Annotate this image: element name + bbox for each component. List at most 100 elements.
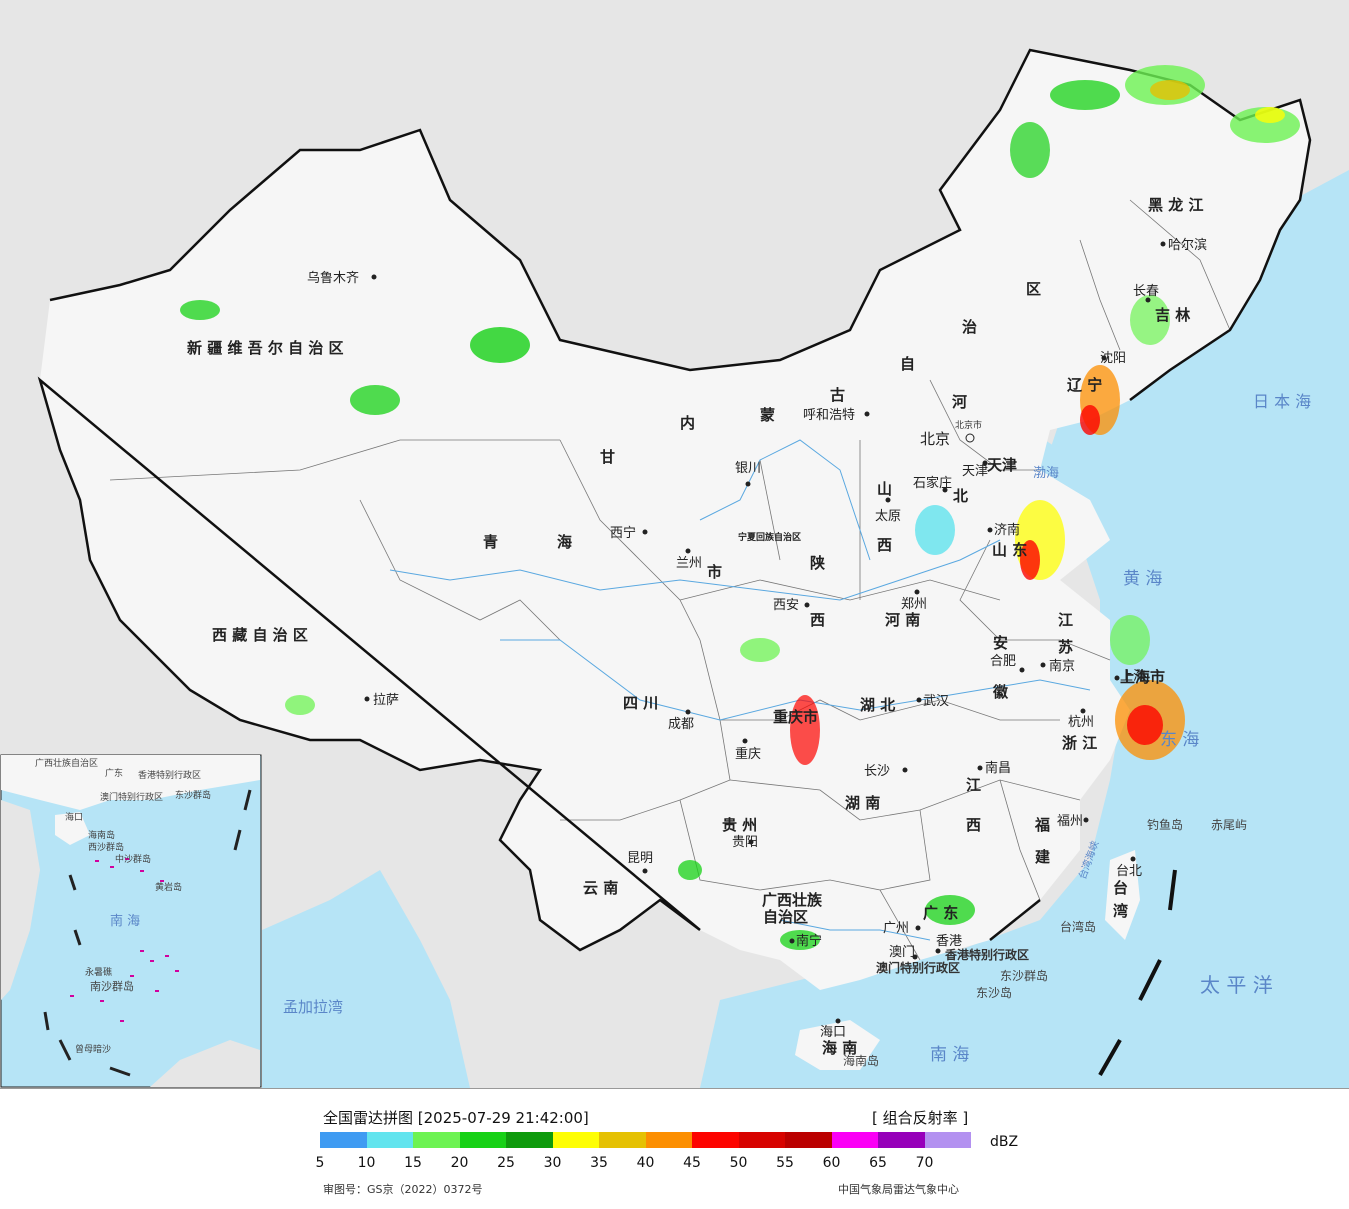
region-taiwan-1: 台 <box>1113 879 1128 897</box>
city-shenyang: 沈阳 <box>1100 351 1126 366</box>
city-lhasa: 拉萨 <box>373 693 399 708</box>
inset-label-guangdong: 广东 <box>105 767 123 779</box>
city-shijiazhuang: 石家庄 <box>913 475 952 491</box>
province-borders <box>109 199 1231 961</box>
color-swatch <box>599 1132 646 1148</box>
inset-label-huangyan: 黄岩岛 <box>155 881 182 893</box>
national-border <box>37 48 1312 952</box>
sea-donghai: 东 海 <box>1160 730 1199 750</box>
region-heilongjiang: 黑 龙 江 <box>1148 196 1203 214</box>
city-wuhan: 武汉 <box>923 694 949 709</box>
color-swatch <box>692 1132 739 1148</box>
region-yunnan: 云 南 <box>583 879 618 897</box>
color-swatch <box>506 1132 553 1148</box>
scale-tick-label: 30 <box>543 1155 562 1171</box>
color-swatch <box>785 1132 832 1148</box>
region-jilin: 吉 林 <box>1155 306 1191 324</box>
region-anhui-1: 安 <box>993 634 1008 652</box>
region-jiangxi-2: 西 <box>966 816 981 834</box>
bay-of-bengal-area <box>262 870 470 1088</box>
region-gansu-shi: 市 <box>707 563 722 581</box>
city-xining: 西宁 <box>610 525 636 541</box>
hainan-island <box>795 1020 880 1070</box>
label-hk-sar: 香港特别行政区 <box>944 947 1029 962</box>
inset-label-xisha: 西沙群岛 <box>88 841 124 853</box>
color-swatch <box>924 1132 971 1148</box>
region-qinghai-2: 海 <box>557 533 572 551</box>
label-chiwei: 赤尾屿 <box>1211 818 1247 832</box>
inset-label-macao: 澳门特别行政区 <box>100 791 163 803</box>
region-jiangsu-2: 苏 <box>1058 638 1073 656</box>
legend-product: [ 组合反射率 ] <box>872 1109 969 1127</box>
city-huhehaote: 呼和浩特 <box>803 408 855 423</box>
inset-label-hainan-island: 海南岛 <box>88 829 115 841</box>
scale-tick-label: 60 <box>822 1155 841 1171</box>
city-kunming: 昆明 <box>627 851 653 866</box>
region-neimeng-5: 治 <box>962 318 977 336</box>
region-hebei-2: 北 <box>953 487 968 505</box>
region-hainan: 海 南 <box>822 1039 857 1057</box>
region-labels: 新 疆 维 吾 尔 自 治 区 西 藏 自 治 区 青 海 甘 市 内 蒙 古 … <box>187 196 1203 1057</box>
region-guangdong: 广 东 <box>923 904 958 922</box>
label-taiwan-island: 台湾岛 <box>1060 919 1096 934</box>
inset-label-zengmu: 曾母暗沙 <box>75 1043 111 1055</box>
east-sea-area <box>700 170 1349 1088</box>
city-fuzhou: 福州 <box>1057 814 1083 829</box>
inset-label-nanhai: 南 海 <box>110 913 140 929</box>
inset-label-zhongsha: 中沙群岛 <box>115 853 151 865</box>
region-shaanxi-1: 陕 <box>810 554 825 572</box>
inset-label-hk: 香港特别行政区 <box>138 769 201 781</box>
inset-label-nansha: 南沙群岛 <box>90 979 134 993</box>
city-taipei: 台北 <box>1116 864 1142 879</box>
sea-nanhai: 南 海 <box>930 1045 969 1065</box>
inset-label-dongsha: 东沙群岛 <box>175 789 211 801</box>
region-shanxi-1: 山 <box>877 480 892 498</box>
radar-echoes <box>180 65 1300 950</box>
city-changchun: 长春 <box>1133 284 1159 299</box>
region-liaoning: 辽 宁 <box>1067 376 1102 394</box>
region-anhui-2: 徽 <box>992 683 1009 701</box>
city-hongkong: 香港 <box>936 934 962 949</box>
rivers <box>389 439 1091 941</box>
city-chengdu: 成都 <box>668 717 694 732</box>
scale-tick-label: 20 <box>450 1155 469 1171</box>
city-changsha: 长沙 <box>864 764 890 779</box>
label-hainan-island: 海南岛 <box>843 1053 879 1068</box>
maritime-boundary-lines <box>1098 869 1177 1076</box>
sea-bengal: 孟加拉湾 <box>283 998 343 1016</box>
city-tianjin: 天津 <box>962 464 988 479</box>
sea-japan: 日 本 海 <box>1253 392 1311 411</box>
city-guangzhou: 广州 <box>883 921 909 936</box>
color-swatch <box>366 1132 413 1148</box>
city-macao: 澳门 <box>889 944 915 960</box>
city-nanning: 南宁 <box>796 933 822 949</box>
city-taiyuan: 太原 <box>875 509 901 524</box>
china-territory <box>40 50 1310 990</box>
sea-huanghai: 黄 海 <box>1123 569 1162 589</box>
color-swatch <box>320 1132 367 1148</box>
region-neimeng-4: 自 <box>900 355 915 373</box>
region-shaanxi-2: 西 <box>810 611 825 629</box>
region-neimeng-2: 蒙 <box>760 406 775 424</box>
city-jinan: 济南 <box>994 522 1020 538</box>
region-neimeng-3: 古 <box>830 386 845 404</box>
label-dongsha-2: 东沙岛 <box>976 985 1012 1000</box>
region-guizhou: 贵 州 <box>722 816 757 834</box>
region-neimeng-6: 区 <box>1026 280 1041 298</box>
legend-title: 全国雷达拼图 [2025-07-29 21:42:00] <box>323 1109 589 1127</box>
city-xian: 西安 <box>773 598 799 613</box>
legend-panel: 全国雷达拼图 [2025-07-29 21:42:00] [ 组合反射率 ] 5… <box>0 1088 1349 1209</box>
color-swatch <box>645 1132 692 1148</box>
color-swatch <box>738 1132 785 1148</box>
region-guangxi-2: 自治区 <box>763 908 808 926</box>
region-hebei-1: 河 <box>952 393 967 411</box>
color-swatch <box>459 1132 506 1148</box>
region-fujian-1: 福 <box>1034 816 1050 834</box>
inset-label-haikou: 海口 <box>65 811 83 823</box>
region-chongqing: 重庆市 <box>773 708 818 726</box>
scale-tick-label: 50 <box>729 1155 748 1171</box>
label-diaoyu: 钓鱼岛 <box>1147 817 1183 832</box>
region-sichuan: 四 川 <box>623 694 658 712</box>
region-hunan: 湖 南 <box>845 794 880 812</box>
city-urumqi: 乌鲁木齐 <box>307 270 359 286</box>
